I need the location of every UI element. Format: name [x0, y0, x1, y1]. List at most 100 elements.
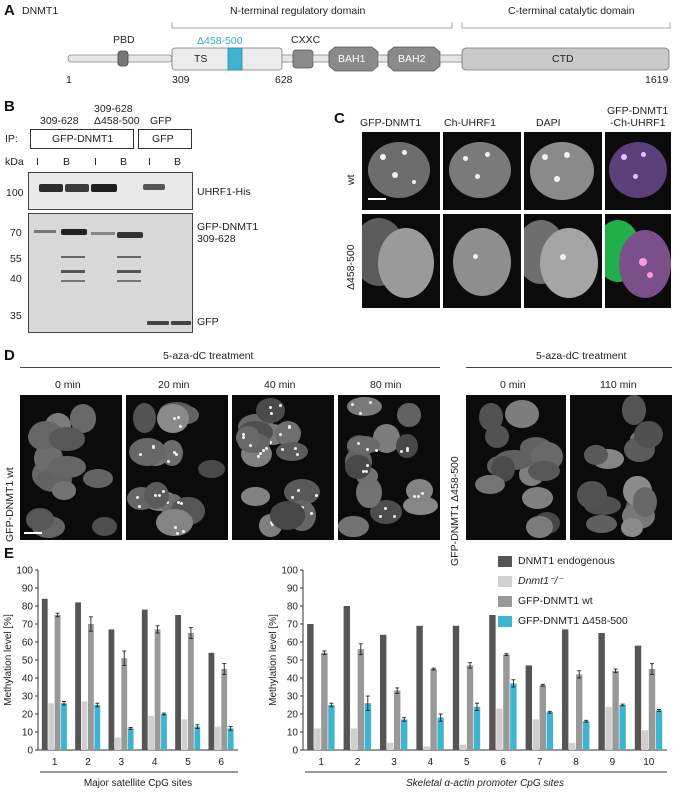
x-tick-label: 1 — [52, 757, 58, 768]
chromocenter-focus — [288, 426, 292, 430]
pbd-domain — [117, 50, 129, 67]
chromocenter-focus — [361, 470, 365, 474]
gel-band — [147, 321, 169, 325]
chromocenter-focus — [365, 448, 369, 452]
x-tick-label: 2 — [85, 757, 91, 768]
cell-nucleus — [49, 426, 85, 452]
y-tick-label: 20 — [287, 710, 299, 721]
timelapse-wt-0min — [20, 395, 122, 540]
bar — [605, 706, 612, 750]
marker-35: 35 — [10, 310, 22, 322]
bar — [161, 714, 167, 750]
cell-nucleus — [92, 517, 118, 537]
chromocenter-focus — [158, 493, 162, 497]
gfp-band-label: GFP — [197, 316, 219, 328]
bar — [437, 717, 444, 750]
cell-nucleus — [346, 396, 383, 416]
chromocenter-focus — [153, 494, 157, 498]
legend-swatch-deletion — [498, 616, 512, 627]
panel-b-letter: B — [4, 98, 15, 115]
cxxc-label: CXXC — [291, 34, 321, 46]
timelapse-del-110min — [570, 395, 672, 540]
cell-nucleus — [527, 461, 560, 482]
ctd-label: CTD — [552, 53, 574, 65]
y-tick-label: 60 — [22, 638, 34, 649]
y-tick-label: 70 — [22, 620, 34, 631]
scale-bar — [24, 532, 42, 534]
time-110: 110 min — [600, 379, 637, 391]
bar — [459, 744, 467, 750]
cell-nucleus — [256, 398, 285, 424]
bar — [114, 737, 121, 750]
x-tick-label: 10 — [643, 757, 655, 768]
bar — [214, 726, 221, 750]
panel-c-letter: C — [334, 110, 345, 127]
bar — [539, 685, 546, 750]
bar — [430, 669, 437, 750]
x-tick-label: 1 — [318, 757, 324, 768]
cell-nucleus — [474, 475, 505, 495]
bar — [108, 629, 115, 750]
bar — [576, 674, 583, 750]
bar — [208, 652, 215, 750]
scale-bar — [368, 198, 386, 200]
time-0-right: 0 min — [500, 379, 526, 391]
cell-nucleus — [338, 515, 369, 538]
gel-band — [61, 270, 85, 273]
lane-4: B — [120, 156, 128, 168]
bar — [307, 624, 314, 750]
chromocenter-focus — [262, 448, 266, 452]
bar — [380, 634, 387, 750]
position-1619: 1619 — [645, 74, 669, 86]
bar — [343, 606, 350, 750]
marker-40: 40 — [10, 273, 22, 285]
chromocenter-focus — [364, 469, 368, 473]
chromocenter-focus — [182, 530, 186, 534]
cell-nucleus — [345, 454, 372, 480]
chromocenter-focus — [175, 531, 179, 535]
micrograph-wt-gfp — [362, 132, 440, 210]
chromocenter-focus — [172, 451, 176, 455]
ip-gfp-dnmt1-label: GFP-DNMT1 — [52, 133, 114, 145]
lane-1: I — [36, 156, 39, 168]
cell-nucleus — [156, 403, 189, 434]
ip-gfp-label: GFP — [152, 133, 174, 145]
bah1-label: BAH1 — [338, 53, 366, 65]
x-tick-label: 3 — [119, 757, 125, 768]
gfp-dnmt1-band-line1: GFP-DNMT1 — [197, 221, 259, 233]
upper-marker-100: 100 — [6, 187, 24, 199]
bar — [194, 726, 201, 750]
chromocenter-focus — [258, 452, 262, 456]
chromocenter-focus — [152, 445, 156, 449]
bar — [148, 715, 155, 750]
col-gfp-dnmt1: GFP-DNMT1 — [360, 117, 422, 129]
cell-nucleus — [197, 460, 225, 479]
cell-nucleus — [586, 514, 618, 533]
bar — [75, 602, 81, 750]
legend-swatch-endogenous — [498, 556, 512, 567]
y-tick-label: 0 — [292, 746, 298, 757]
chromocenter-focus — [265, 447, 269, 451]
bar — [221, 669, 228, 750]
lane-5: I — [148, 156, 151, 168]
bar — [121, 658, 128, 750]
bar — [350, 728, 357, 750]
bar — [510, 683, 517, 750]
chromocenter-focus — [174, 526, 178, 530]
chromocenter-focus — [375, 449, 379, 453]
bar — [387, 742, 394, 750]
timelapse-wt-20min — [126, 395, 228, 540]
x-tick-label: 7 — [537, 757, 543, 768]
x-tick-label: 5 — [185, 757, 191, 768]
chromocenter-focus — [137, 505, 141, 509]
bar — [94, 705, 101, 750]
ip-gfp-box — [138, 129, 192, 149]
bar — [188, 633, 194, 750]
y-tick-label: 70 — [287, 620, 299, 631]
chromocenter-focus — [368, 400, 372, 404]
deletion-label: Δ458-500 — [197, 35, 243, 47]
bar — [54, 615, 61, 750]
cell-nucleus — [52, 481, 76, 500]
bar — [562, 629, 569, 750]
y-tick-label: 10 — [22, 728, 34, 739]
